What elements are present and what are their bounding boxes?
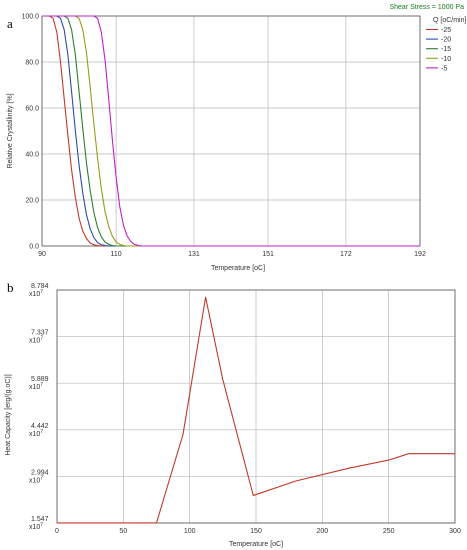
chart-a-series-25 [42, 15, 420, 247]
chart-a-y-tick-100-0: 100.0 [21, 14, 39, 21]
chart-a-y-tick-40-0: 40.0 [25, 152, 39, 159]
chart-a-x-tick-172: 172 [340, 251, 352, 258]
chart-a-annotation: Shear Stress = 1000 Pa [389, 4, 464, 11]
legend-label-25: -25 [441, 27, 451, 34]
chart-b-y-tick-7-337: 7.337 [31, 330, 49, 337]
chart-b-y-tick-exponent: x107 [29, 522, 43, 531]
chart-b-y-tick-exponent: x107 [29, 336, 43, 345]
chart-a-x-tick-151: 151 [262, 251, 274, 258]
chart-a-plot-frame [41, 15, 421, 247]
chart-b-y-tick-1-547: 1.547 [31, 516, 49, 523]
chart-b-y-axis-title: Heat Capacity [erg/(g.oC)] [5, 374, 12, 455]
chart-a-y-axis-title: Relative Crystallinity [%] [7, 93, 14, 168]
chart-a-y-tick-80-0: 80.0 [25, 60, 39, 67]
legend-label-15: -15 [441, 46, 451, 53]
chart-a-x-tick-110: 110 [111, 251, 122, 258]
chart-b-y-tick-exponent: x107 [29, 289, 43, 298]
chart-b-x-tick-0: 0 [55, 528, 59, 535]
chart-b-series-1 [57, 296, 455, 524]
chart-b-grid [56, 289, 456, 524]
chart-a-y-tick-60-0: 60.0 [25, 106, 39, 113]
chart-b-y-tick-exponent: x107 [29, 382, 43, 391]
chart-a-legend-title: Q [oC/min] [433, 17, 467, 24]
chart-b: b 1.547x1072.994x1074.442x1075.889x1077.… [5, 280, 461, 548]
chart-a-x-axis-title: Temperature [oC] [211, 265, 265, 272]
chart-a-grid [41, 15, 421, 247]
chart-a-series-15 [42, 15, 420, 247]
chart-b-plot-frame [56, 289, 456, 524]
chart-b-x-tick-300: 300 [449, 528, 461, 535]
chart-b-x-tick-100: 100 [184, 528, 196, 535]
chart-b-x-tick-50: 50 [119, 528, 127, 535]
chart-a-series-10 [42, 15, 420, 247]
legend-label-20: -20 [441, 37, 451, 44]
chart-b-series [57, 296, 455, 524]
chart-b-y-tick-8-784: 8.784 [31, 283, 49, 290]
chart-b-x-tick-150: 150 [250, 528, 262, 535]
legend-label-10: -10 [441, 56, 451, 63]
chart-b-y-tick-exponent: x107 [29, 475, 43, 484]
chart-b-y-tick-2-994: 2.994 [31, 469, 49, 476]
chart-b-y-tick-exponent: x107 [29, 429, 43, 438]
chart-a-y-tick-0-0: 0.0 [29, 244, 39, 251]
chart-a-series [42, 15, 420, 247]
panel-b-letter: b [7, 280, 14, 295]
chart-a-y-ticks: 0.0 20.0 40.0 60.0 80.0 100.0 [21, 14, 39, 251]
chart-b-x-tick-200: 200 [316, 528, 328, 535]
chart-b-y-ticks: 1.547x1072.994x1074.442x1075.889x1077.33… [29, 283, 49, 531]
chart-a-x-tick-131: 131 [188, 251, 200, 258]
chart-a-series-5 [42, 15, 420, 247]
chart-a: a Shear Stress = 1000 Pa 0.0 20.0 40.0 60.0… [7, 4, 467, 272]
chart-b-x-ticks: 0 50 100 150 200 250 300 [55, 528, 461, 535]
chart-a-x-ticks: 90 110 131 151 172 192 [38, 251, 426, 258]
chart-b-x-tick-250: 250 [383, 528, 395, 535]
chart-a-legend: Q [oC/min] -25 -20 -15 -10 -5 [426, 17, 467, 72]
chart-a-x-tick-90: 90 [38, 251, 46, 258]
panel-a-letter: a [7, 16, 13, 31]
chart-a-series-20 [42, 15, 420, 247]
chart-b-y-tick-5-889: 5.889 [31, 376, 49, 383]
chart-b-x-axis-title: Temperature [oC] [229, 541, 283, 548]
chart-a-y-tick-20-0: 20.0 [25, 198, 39, 205]
legend-label-5: -5 [441, 65, 447, 72]
chart-b-y-tick-4-442: 4.442 [31, 423, 49, 430]
chart-a-x-tick-192: 192 [414, 251, 426, 258]
